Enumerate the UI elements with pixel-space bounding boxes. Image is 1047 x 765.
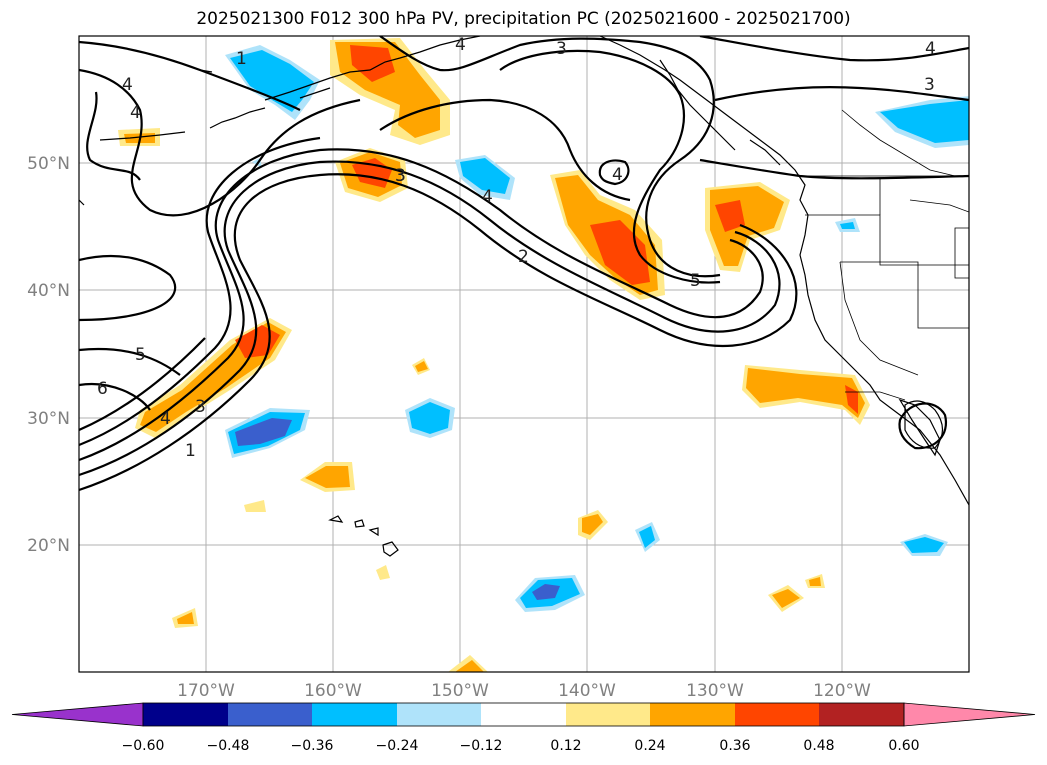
lon-tick-label: 170°W (177, 681, 235, 701)
colorbar-segment (819, 703, 904, 726)
lat-tick-label: 30°N (27, 409, 70, 429)
colorbar-tick-label: 0.12 (550, 738, 581, 754)
lat-tick-label: 40°N (27, 281, 70, 301)
lat-tick-label: 20°N (27, 536, 70, 556)
pv-label: 3 (395, 166, 406, 186)
coast-baja (898, 398, 941, 457)
lat-tick-labels: 50°N 40°N 30°N 20°N (27, 154, 70, 556)
coast-alaska (264, 36, 481, 101)
coast-hawaii (328, 515, 399, 557)
pv-label: 4 (160, 409, 171, 429)
colorbar-segment (312, 703, 397, 726)
colorbar-segment (566, 703, 650, 726)
colorbar-tick-label: 0.48 (803, 738, 834, 754)
colorbar-tick-label: −0.36 (291, 738, 334, 754)
colorbar-extend-left (11, 702, 144, 727)
coastlines (79, 36, 969, 557)
colorbar-tick-label: 0.60 (888, 738, 919, 754)
colorbar: −0.60 −0.48 −0.36 −0.24 −0.12 0.12 0.24 … (11, 702, 1036, 754)
pv-label: 3 (556, 39, 567, 59)
figure-title: 2025021300 F012 300 hPa PV, precipitatio… (196, 9, 851, 29)
pv-label: 5 (690, 271, 701, 291)
lon-tick-label: 150°W (431, 681, 489, 701)
pv-label: 3 (195, 397, 206, 417)
colorbar-segment (735, 703, 819, 726)
colorbar-extend-right (903, 702, 1036, 727)
pv-label: 4 (925, 39, 936, 59)
pv-label: 2 (518, 247, 529, 267)
colorbar-tick-label: −0.24 (376, 738, 419, 754)
political-borders (805, 109, 969, 401)
pv-label: 1 (236, 49, 247, 69)
colorbar-segment (143, 703, 228, 726)
pv-label: 4 (612, 165, 623, 185)
pv-label: 4 (122, 75, 133, 95)
pv-label: 3 (395, 166, 406, 186)
lat-tick-label: 50°N (27, 154, 70, 174)
pv-label: 4 (130, 103, 141, 123)
lon-tick-label: 160°W (304, 681, 362, 701)
pv-label: 4 (455, 35, 466, 55)
pv-label: 3 (924, 75, 935, 95)
pv-contours (79, 36, 969, 492)
colorbar-segment (228, 703, 312, 726)
pv-contour-1 (79, 173, 798, 492)
pv-label: 1 (185, 441, 196, 461)
colorbar-segment (650, 703, 735, 726)
graticule (79, 36, 969, 672)
colorbar-segment (481, 703, 566, 726)
colorbar-segment (397, 703, 481, 726)
pv-label: 6 (97, 379, 108, 399)
map-frame (78, 35, 970, 673)
precip-negative-anomalies (225, 45, 969, 612)
pv-labels: 1 3 4 4 3 4 3 3 4 4 2 4 5 5 6 4 3 1 (97, 35, 936, 461)
precip-blob-gulf-alaska-core (350, 45, 395, 82)
lon-tick-label: 120°W (813, 681, 871, 701)
lon-tick-label: 130°W (686, 681, 744, 701)
lon-tick-labels: 170°W 160°W 150°W 140°W 130°W 120°W (177, 681, 871, 701)
pv-label: 5 (135, 345, 146, 365)
pv-label: 4 (482, 187, 493, 207)
map-plot-area: 1 3 4 4 3 4 3 3 4 4 2 4 5 5 6 4 3 1 (79, 35, 969, 672)
colorbar-tick-label: 0.36 (719, 738, 750, 754)
lon-tick-label: 140°W (558, 681, 616, 701)
colorbar-tick-label: −0.60 (122, 738, 165, 754)
colorbar-tick-label: −0.48 (207, 738, 250, 754)
pv-contour-north (79, 254, 177, 322)
colorbar-tick-label: −0.12 (460, 738, 503, 754)
colorbar-tick-label: 0.24 (634, 738, 665, 754)
